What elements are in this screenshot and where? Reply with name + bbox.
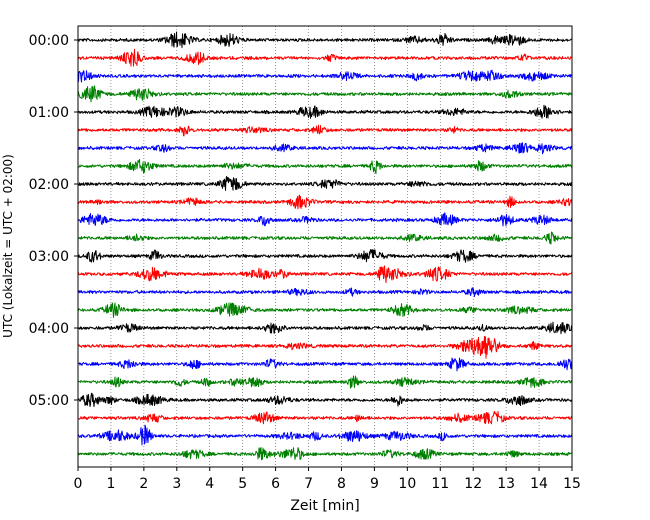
trace-03-45 [77, 302, 573, 318]
x-tick-label-9: 9 [370, 476, 379, 492]
plot-frame [77, 25, 573, 468]
x-tick-label-5: 5 [238, 476, 247, 492]
x-tick-label-15: 15 [563, 476, 581, 492]
y-axis-label: UTC (Lokalzeit = UTC + 02:00) [1, 154, 15, 338]
trace-05-45 [77, 446, 573, 461]
x-tick-label-0: 0 [74, 476, 83, 492]
x-tick-label-1: 1 [106, 476, 115, 492]
trace-02-15 [77, 194, 573, 210]
trace-02-00 [77, 175, 573, 191]
trace-05-15 [77, 410, 573, 425]
x-tick-label-2: 2 [139, 476, 148, 492]
x-tick-label-6: 6 [271, 476, 280, 492]
trace-05-00 [77, 392, 573, 408]
x-tick-label-3: 3 [172, 476, 181, 492]
trace-03-00 [77, 249, 573, 263]
trace-04-30 [77, 357, 573, 372]
trace-04-15 [77, 335, 573, 359]
x-tick-label-10: 10 [398, 476, 416, 492]
trace-00-15 [77, 48, 573, 67]
x-tick-label-14: 14 [530, 476, 548, 492]
y-tick-label-04:00: 04:00 [29, 321, 69, 337]
trace-series [77, 31, 573, 461]
x-axis-label: Zeit [min] [290, 498, 359, 514]
y-tick-label-01:00: 01:00 [29, 105, 69, 121]
x-tick-label-7: 7 [304, 476, 313, 492]
trace-03-30 [77, 287, 573, 298]
x-tick-label-11: 11 [431, 476, 449, 492]
y-tick-label-00:00: 00:00 [29, 33, 69, 49]
y-axis-ticks: 00:00 01:00 02:00 03:00 04:00 05:00 [29, 33, 78, 409]
y-tick-label-05:00: 05:00 [29, 393, 69, 409]
trace-02-30 [77, 212, 573, 227]
trace-04-45 [77, 375, 573, 389]
y-tick-label-03:00: 03:00 [29, 249, 69, 265]
trace-01-45 [77, 158, 573, 174]
y-tick-label-02:00: 02:00 [29, 177, 69, 193]
x-tick-label-8: 8 [337, 476, 346, 492]
trace-00-45 [77, 85, 573, 103]
trace-01-00 [77, 104, 573, 119]
trace-01-15 [77, 124, 573, 137]
trace-01-30 [77, 142, 573, 155]
trace-04-00 [77, 321, 573, 335]
x-axis-ticks: 0 1 2 3 4 5 6 7 8 9 10 11 12 13 14 15 [74, 467, 581, 492]
trace-02-45 [77, 231, 573, 245]
trace-00-00 [77, 31, 573, 49]
x-tick-label-12: 12 [464, 476, 482, 492]
trace-05-30 [77, 424, 573, 446]
x-tick-label-13: 13 [497, 476, 515, 492]
trace-03-15 [77, 265, 573, 284]
x-tick-label-4: 4 [205, 476, 214, 492]
trace-00-30 [77, 69, 573, 83]
